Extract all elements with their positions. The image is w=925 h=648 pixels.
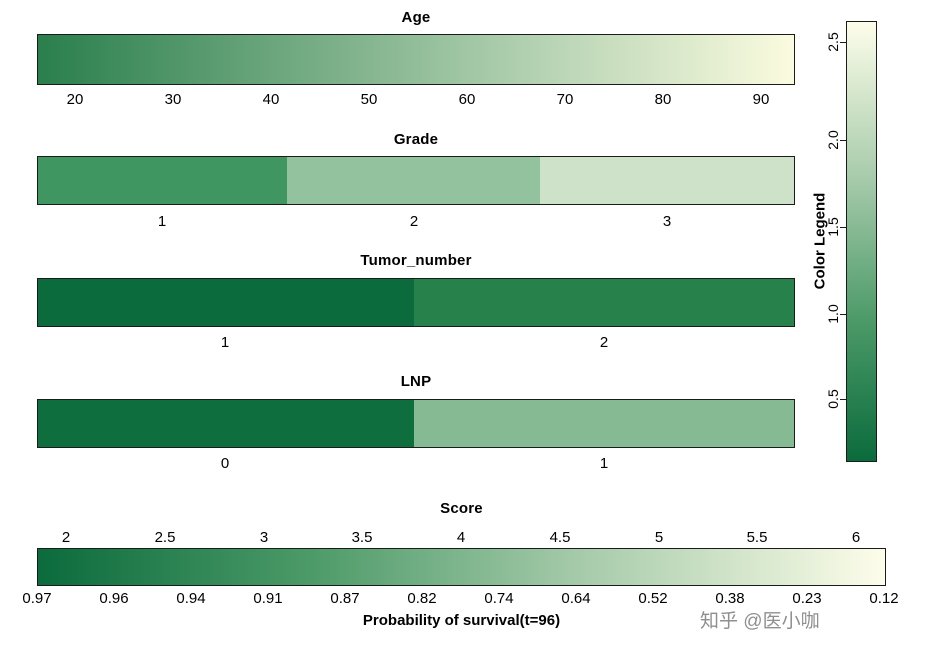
watermark: 知乎 @医小咖 [700,611,820,632]
tick-label: 30 [164,91,182,108]
tick-label: 80 [654,91,672,108]
probability-axis: 0.97 0.96 0.94 0.91 0.87 0.82 0.74 0.64 … [22,590,898,608]
score-panel-title: Score [440,500,483,517]
tick-label: 2 [61,529,71,546]
tick-label: 2 [599,334,609,351]
grade-segment-3 [539,157,794,204]
tick-label: 5.5 [746,529,768,546]
tick-label: 4 [456,529,466,546]
lnp-segment-1 [413,400,794,447]
tick-label: 3 [662,213,672,230]
tick-label: 40 [262,91,280,108]
grade-segment-2 [287,157,540,204]
legend-tick-label: 1.0 [825,304,841,324]
tick-label: 0.12 [869,590,899,607]
tick-label: 0.23 [792,590,822,607]
tick-label: 1 [599,455,609,472]
tick-label: 0.38 [715,590,745,607]
tick-label: 0.82 [407,590,437,607]
tick-label: 0.94 [176,590,206,607]
legend-tick-label: 2.0 [825,130,841,150]
lnp-segment-0 [38,400,414,447]
score-axis: 2 2.5 3 3.5 4 4.5 5 5.5 6 [37,529,886,547]
probability-axis-label: Probability of survival(t=96) [362,612,561,629]
lnp-panel-title: LNP [400,373,432,390]
tick-label: 4.5 [549,529,571,546]
tick-label: 0.97 [22,590,52,607]
tick-label: 2.5 [154,529,176,546]
tick-label: 3 [259,529,269,546]
grade-color-bar [37,156,795,205]
grade-segment-1 [38,157,288,204]
color-legend-bar [846,21,877,462]
score-color-bar [37,548,886,586]
tick-label: 0.74 [484,590,514,607]
tick-label: 5 [654,529,664,546]
grade-panel-title: Grade [393,131,439,148]
tick-label: 60 [458,91,476,108]
legend-tick-mark [840,399,846,400]
tumor-number-segment-2 [413,279,794,326]
age-axis: 20 30 40 50 60 70 80 90 [37,91,795,109]
legend-tick-mark [840,314,846,315]
age-panel-title: Age [401,9,431,26]
tick-label: 20 [66,91,84,108]
tumor-number-segment-1 [38,279,414,326]
grade-axis: 1 2 3 [37,213,795,231]
tumor-number-color-bar [37,278,795,327]
tick-label: 1 [157,213,167,230]
legend-tick-mark [840,227,846,228]
tick-label: 0 [220,455,230,472]
tumor-number-axis: 1 2 [37,334,795,352]
lnp-color-bar [37,399,795,448]
tick-label: 6 [851,529,861,546]
tick-label: 90 [752,91,770,108]
tick-label: 0.52 [638,590,668,607]
lnp-axis: 0 1 [37,455,795,473]
tick-label: 3.5 [351,529,373,546]
legend-tick-label: 0.5 [825,389,841,409]
tick-label: 0.64 [561,590,591,607]
tick-label: 0.87 [330,590,360,607]
legend-tick-mark [840,42,846,43]
tumor-number-panel-title: Tumor_number [360,252,472,269]
tick-label: 50 [360,91,378,108]
tick-label: 70 [556,91,574,108]
tick-label: 0.91 [253,590,283,607]
legend-tick-mark [840,140,846,141]
tick-label: 1 [220,334,230,351]
legend-title: Color Legend [811,192,829,290]
age-color-bar [37,34,795,85]
tick-label: 2 [409,213,419,230]
legend-tick-label: 2.5 [825,32,841,52]
tick-label: 0.96 [99,590,129,607]
